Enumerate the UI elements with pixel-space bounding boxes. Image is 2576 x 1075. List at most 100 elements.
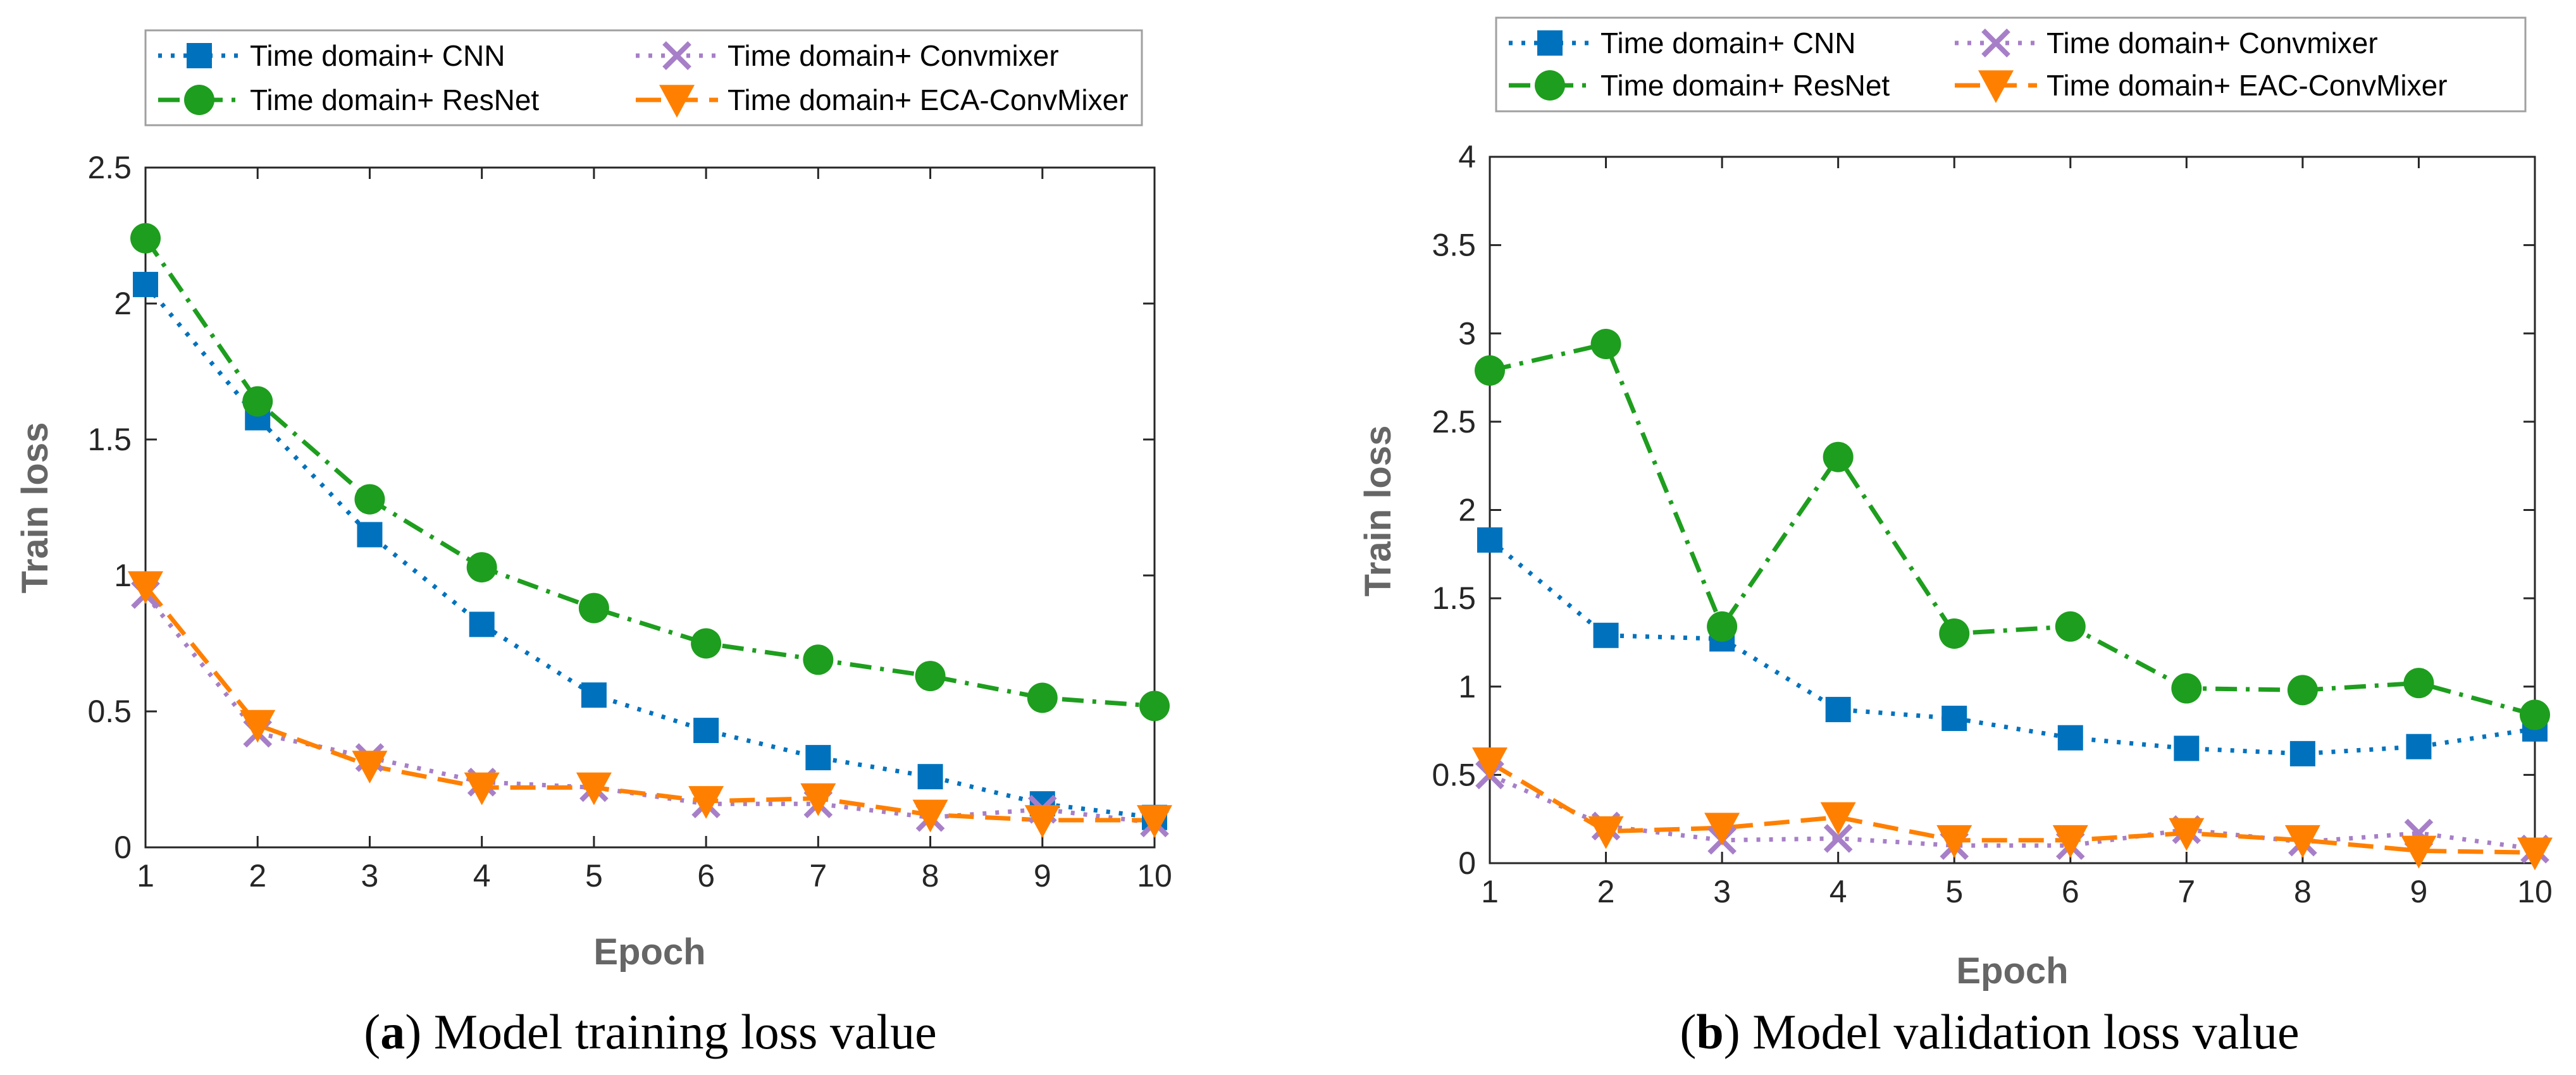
y-tick-label: 0 <box>1458 845 1476 881</box>
data-point-circle <box>2171 673 2202 704</box>
y-tick-label: 0 <box>114 830 132 865</box>
data-point-triangle-down <box>576 772 612 806</box>
legend-label: Time domain+ ResNet <box>250 83 539 116</box>
x-axis-label: Epoch <box>1956 950 2068 992</box>
data-point-square <box>133 271 158 297</box>
data-point-square <box>1825 697 1851 723</box>
y-tick-label: 4 <box>1458 139 1476 175</box>
data-point-circle <box>2055 611 2086 642</box>
x-tick-label: 7 <box>2177 874 2195 909</box>
y-tick-label: 2.5 <box>87 150 132 185</box>
data-point-triangle-down <box>2052 825 2088 858</box>
data-point-circle <box>1939 618 1970 649</box>
data-point-circle <box>466 552 497 583</box>
legend-marker-circle <box>184 85 214 115</box>
series-line-x <box>1489 773 2536 852</box>
legend-label: Time domain+ Convmixer <box>728 39 1059 72</box>
plot-area <box>144 166 1156 849</box>
y-tick-label: 1 <box>1458 669 1476 704</box>
data-point-triangle-down <box>1472 747 1508 780</box>
caption-open-paren: ( <box>1680 1004 1696 1059</box>
x-tick-label: 9 <box>1034 858 1051 894</box>
data-point-triangle-down <box>240 710 276 743</box>
caption-panel-label: b <box>1696 1004 1723 1059</box>
data-point-circle <box>578 593 609 624</box>
data-point-circle <box>1139 691 1170 722</box>
x-tick-label: 10 <box>1137 858 1172 894</box>
data-point-square <box>2174 735 2200 761</box>
caption-close-paren: ) <box>405 1004 433 1059</box>
data-point-circle <box>1707 611 1738 642</box>
x-tick-label: 4 <box>473 858 491 894</box>
data-point-circle <box>691 628 722 659</box>
x-axis-label: Epoch <box>593 931 705 973</box>
data-point-square <box>917 764 943 790</box>
data-point-square <box>1477 527 1502 553</box>
legend-label: Time domain+ ECA-ConvMixer <box>728 83 1129 116</box>
x-tick-label: 7 <box>809 858 827 894</box>
data-point-triangle-down <box>1588 816 1624 849</box>
legend-marker-circle <box>1535 70 1565 101</box>
series-line-circle <box>144 236 1155 708</box>
y-tick-label: 0.5 <box>87 694 132 729</box>
data-point-triangle-down <box>2169 818 2205 851</box>
x-tick-label: 8 <box>2294 874 2312 909</box>
caption: (a) Model training loss value <box>364 1004 937 1059</box>
x-tick-label: 1 <box>137 858 154 894</box>
x-tick-label: 3 <box>361 858 379 894</box>
y-tick-label: 2.5 <box>1432 404 1476 439</box>
data-point-square <box>805 745 831 771</box>
data-point-circle <box>1027 682 1058 713</box>
series-line-circle <box>1489 341 2536 717</box>
data-point-square <box>581 682 607 708</box>
caption-text: Model validation loss value <box>1752 1004 2299 1059</box>
legend-marker-x <box>1981 28 2010 58</box>
x-tick-label: 1 <box>1481 874 1499 909</box>
y-tick-label: 2 <box>1458 493 1476 528</box>
caption-text: Model training loss value <box>434 1004 937 1059</box>
legend-label: Time domain+ CNN <box>1601 27 1855 59</box>
legend-marker-x <box>662 41 691 70</box>
legend-marker-x-stroke <box>1981 28 2010 58</box>
series-line-square <box>144 283 1155 820</box>
caption-close-paren: ) <box>1724 1004 1752 1059</box>
chart-a: 1 2 3 4 5 6 7 8 9 10 0 0.5 1 1.5 2 2.5 Epoch Train loss Ti… <box>15 29 1172 1059</box>
caption: (b) Model validation loss value <box>1680 1004 2299 1059</box>
data-point-square <box>1593 622 1619 648</box>
data-point-triangle-down <box>352 751 388 783</box>
y-tick-label: 3 <box>1458 316 1476 351</box>
data-point-triangle-down <box>464 772 500 806</box>
x-tick-label: 5 <box>1945 874 1963 909</box>
legend-label: Time domain+ EAC-ConvMixer <box>2047 69 2448 102</box>
data-point-circle <box>2520 699 2550 730</box>
x-tick-label: 9 <box>2410 874 2428 909</box>
data-point-square <box>357 522 383 548</box>
data-point-triangle-down <box>1704 813 1740 846</box>
data-point-triangle-down <box>128 571 163 605</box>
x-tick-label: 8 <box>922 858 939 894</box>
x-tick-label: 6 <box>2062 874 2079 909</box>
data-point-triangle-down <box>1936 825 1972 858</box>
data-point-triangle-down <box>1820 802 1856 835</box>
data-point-triangle-down <box>800 783 836 816</box>
y-tick-label: 2 <box>114 286 132 321</box>
chart-b: 1 2 3 4 5 6 7 8 9 10 0 0.5 1 1.5 2 2.5 3 3.5 4 Epoch Train l… <box>1358 16 2553 1059</box>
y-tick-label: 0.5 <box>1432 757 1476 792</box>
legend-box <box>144 29 1143 126</box>
y-tick-label: 3.5 <box>1432 228 1476 263</box>
data-point-circle <box>2287 675 2318 706</box>
data-point-circle <box>1823 441 1854 472</box>
series-line-square <box>1488 538 2536 756</box>
y-tick-label: 1.5 <box>1432 580 1476 616</box>
y-axis-label: Train loss <box>15 422 56 594</box>
legend-label: Time domain+ CNN <box>250 39 505 72</box>
series-line-x <box>144 593 1155 825</box>
data-point-x <box>1823 824 1853 853</box>
caption-open-paren: ( <box>364 1004 380 1059</box>
data-point-triangle-down <box>1137 805 1172 838</box>
data-point-circle <box>242 386 273 417</box>
data-point-circle <box>1475 355 1505 386</box>
legend-marker-triangle-down <box>659 85 695 118</box>
y-tick-label: 1 <box>114 558 132 593</box>
